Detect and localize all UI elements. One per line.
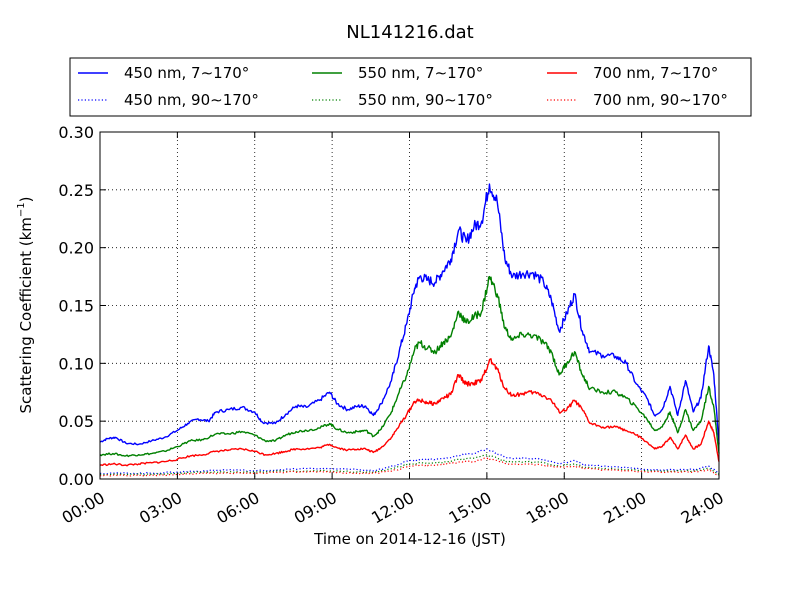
y-axis-title-sup: −1	[16, 202, 27, 217]
series-line	[99, 275, 720, 458]
x-tick-label: 03:00	[136, 488, 185, 528]
y-axis-title-main: Scattering Coefficient (km	[17, 217, 35, 413]
y-tick-label: 0.00	[58, 470, 94, 489]
y-axis-title: Scattering Coefficient (km−1)	[16, 196, 35, 413]
grid	[100, 132, 719, 479]
x-tick-label: 09:00	[291, 488, 340, 528]
y-tick-label: 0.10	[58, 354, 94, 373]
y-tick-label: 0.15	[58, 297, 94, 316]
x-tick-label: 15:00	[445, 488, 494, 528]
legend-label: 700 nm, 90∼170°	[593, 91, 728, 109]
legend-label: 700 nm, 7∼170°	[593, 64, 718, 82]
y-axis-title-close: )	[17, 196, 35, 202]
x-tick-label: 18:00	[523, 488, 572, 528]
series-line	[99, 457, 720, 477]
y-tick-label: 0.20	[58, 239, 94, 258]
legend: 450 nm, 7∼170° 550 nm, 7∼170° 700 nm, 7∼17…	[69, 57, 752, 117]
x-tick-label: 21:00	[600, 488, 649, 528]
ticks	[99, 131, 720, 480]
series-layer	[99, 183, 720, 477]
series-line	[99, 448, 720, 475]
y-tick-label: 0.05	[58, 412, 94, 431]
x-tick-label: 12:00	[368, 488, 417, 528]
legend-label: 450 nm, 90∼170°	[124, 91, 259, 109]
x-tick-label: 24:00	[678, 488, 727, 528]
x-tick-label: 00:00	[59, 488, 108, 528]
y-tick-label: 0.30	[58, 123, 94, 142]
chart-title: NL141216.dat	[346, 22, 473, 43]
series-line	[99, 183, 720, 446]
series-line	[99, 358, 720, 467]
legend-label: 550 nm, 90∼170°	[358, 91, 493, 109]
legend-label: 550 nm, 7∼170°	[358, 64, 483, 82]
y-tick-label: 0.25	[58, 181, 94, 200]
series-line	[99, 454, 720, 476]
tick-labels: 00:00 03:00 06:00 09:00 12:00 15:00 18:00 21:00…	[58, 123, 727, 528]
legend-label: 450 nm, 7∼170°	[124, 64, 249, 82]
legend-box	[69, 57, 752, 117]
x-tick-label: 06:00	[213, 488, 262, 528]
x-axis-title: Time on 2014-12-16 (JST)	[313, 530, 506, 548]
